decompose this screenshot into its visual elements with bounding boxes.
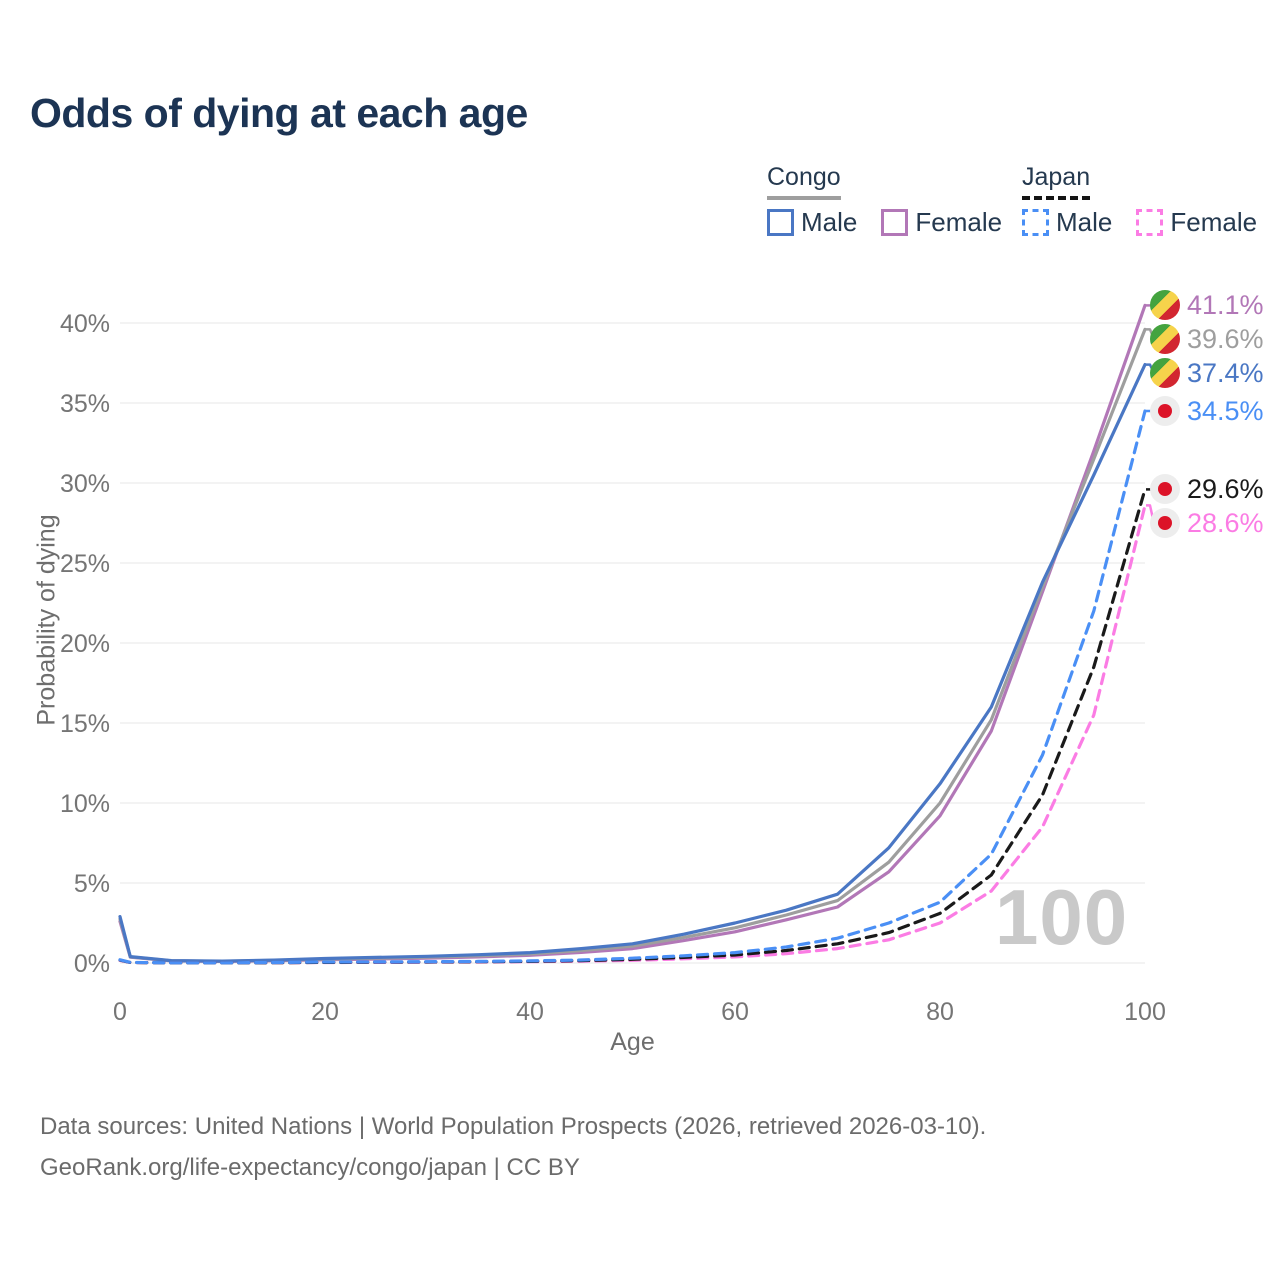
y-tick-label: 35% (60, 390, 110, 418)
x-tick-label: 60 (721, 998, 749, 1026)
japan-female-line-swatch-icon (1136, 209, 1164, 236)
y-tick-label: 40% (60, 310, 110, 338)
watermark-age-100: 100 (995, 873, 1129, 961)
footer-url-line: GeoRank.org/life-expectancy/congo/japan … (40, 1154, 580, 1181)
y-tick-label: 20% (60, 630, 110, 658)
congo-female-line-swatch-icon (881, 209, 909, 236)
x-tick-label: 100 (1124, 998, 1166, 1026)
legend-item-congo-female[interactable]: Female (881, 207, 1002, 238)
x-tick-label: 20 (311, 998, 339, 1026)
footer: Data sources: United Nations | World Pop… (40, 1106, 986, 1188)
legend-item-japan-female[interactable]: Female (1136, 207, 1257, 238)
y-tick-label: 15% (60, 710, 110, 738)
y-tick-label: 10% (60, 790, 110, 818)
japan-male-line-swatch-icon (1022, 209, 1049, 236)
congo-male-line-swatch-icon (767, 209, 794, 236)
y-tick-label: 5% (74, 870, 110, 898)
end-label-connector (1146, 363, 1159, 375)
legend-item-congo-male[interactable]: Male (767, 207, 857, 238)
legend-group-japan: Japan Male Female (1022, 163, 1257, 238)
legend-label: Female (915, 207, 1003, 237)
legend-item-japan-male[interactable]: Male (1022, 207, 1112, 238)
end-label-connector (1146, 504, 1159, 525)
legend-label: Male (801, 207, 858, 237)
x-tick-label: 0 (113, 998, 127, 1026)
legend-header-japan[interactable]: Japan (1022, 163, 1091, 200)
series-line-congo-female[interactable] (118, 303, 1147, 963)
legend-label: Male (1056, 207, 1113, 237)
y-tick-label: 30% (60, 470, 110, 498)
end-label-connector (1146, 328, 1159, 341)
footer-sources-line: Data sources: United Nations | World Pop… (40, 1113, 987, 1140)
y-axis-title: Probability of dying (32, 514, 61, 726)
x-tick-label: 80 (926, 998, 954, 1026)
series-line-congo-both[interactable] (118, 327, 1147, 963)
legend-label: Female (1170, 207, 1258, 237)
x-tick-label: 40 (516, 998, 544, 1026)
x-axis-title: Age (610, 1028, 655, 1056)
series-line-japan-male[interactable] (118, 409, 1147, 965)
y-tick-label: 25% (60, 550, 110, 578)
legend-header-congo[interactable]: Congo (767, 163, 841, 200)
series-line-congo-male[interactable] (118, 363, 1147, 963)
y-tick-label: 0% (74, 950, 110, 978)
chart-title: Odds of dying at each age (30, 90, 528, 136)
legend-group-congo: Congo Male Female (767, 163, 1002, 238)
